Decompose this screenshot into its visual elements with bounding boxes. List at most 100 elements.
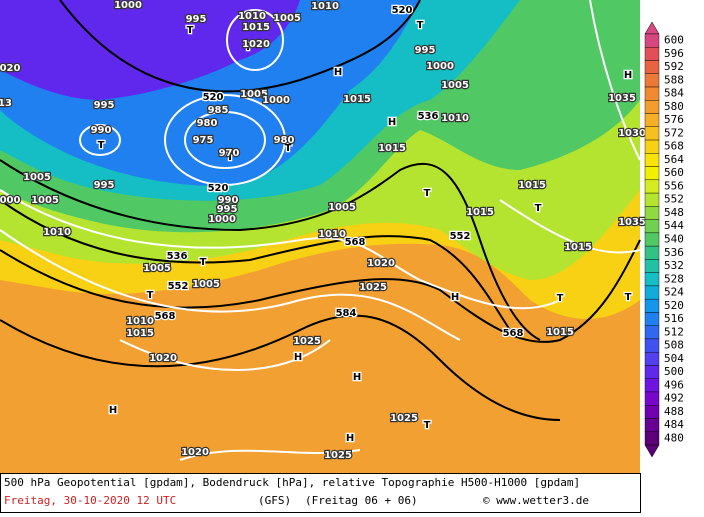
- map-label: T: [227, 152, 234, 163]
- legend-swatch: [644, 86, 660, 101]
- map-label: 584: [336, 308, 357, 319]
- legend-label: 568: [664, 140, 684, 153]
- legend-label: 552: [664, 193, 684, 206]
- legend-swatch: [644, 378, 660, 393]
- footer-title: 500 hPa Geopotential [gpdam], Bodendruck…: [4, 476, 580, 489]
- legend-swatch: [644, 245, 660, 260]
- legend-label: 540: [664, 233, 684, 246]
- map-label: 1015: [378, 143, 406, 154]
- map: [0, 0, 641, 473]
- legend-arrow: [644, 21, 660, 35]
- map-label: 995: [415, 45, 436, 56]
- map-label: T: [424, 420, 431, 431]
- footer-box: [0, 473, 641, 513]
- map-label: 990: [91, 125, 112, 136]
- map-label: 985: [208, 105, 229, 116]
- map-label: 1000: [114, 0, 142, 11]
- map-label: 13: [0, 98, 12, 109]
- map-label: H: [294, 352, 302, 363]
- map-label: 1010: [441, 113, 469, 124]
- map-label: T: [557, 293, 564, 304]
- map-label: 1015: [466, 207, 494, 218]
- map-label: 1015: [343, 94, 371, 105]
- legend-swatch: [644, 113, 660, 128]
- map-label: 568: [503, 328, 524, 339]
- map-label: 1010: [43, 227, 71, 238]
- map-label: H: [353, 372, 361, 383]
- legend-label: 508: [664, 339, 684, 352]
- map-label: T: [285, 143, 292, 154]
- map-label: 1020: [242, 39, 270, 50]
- map-label: 1015: [242, 22, 270, 33]
- map-label: 1015: [564, 242, 592, 253]
- map-label: 995: [186, 14, 207, 25]
- legend-swatch: [644, 431, 660, 446]
- map-label: H: [109, 405, 117, 416]
- legend-swatch: [644, 365, 660, 379]
- map-label: 1035: [618, 217, 646, 228]
- map-label: 520: [203, 92, 224, 103]
- legend-label: 532: [664, 259, 684, 272]
- legend-label: 480: [664, 431, 684, 444]
- legend-label: 560: [664, 166, 684, 179]
- map-label: T: [147, 290, 154, 301]
- legend-label: 556: [664, 179, 684, 192]
- map-label: 995: [217, 204, 238, 215]
- legend-label: 524: [664, 286, 684, 299]
- map-label: 1010: [318, 229, 346, 240]
- legend-label: 600: [664, 34, 684, 47]
- map-label: 995: [94, 100, 115, 111]
- map-label: H: [334, 67, 342, 78]
- legend-label: 536: [664, 246, 684, 259]
- legend-label: 592: [664, 60, 684, 73]
- map-label: H: [624, 70, 632, 81]
- legend-label: 544: [664, 219, 684, 232]
- legend-label: 496: [664, 378, 684, 391]
- legend-swatch: [644, 259, 660, 273]
- footer-model: (GFS): [258, 494, 291, 507]
- map-label: T: [417, 20, 424, 31]
- legend-label: 492: [664, 392, 684, 405]
- map-label: 1000: [262, 95, 290, 106]
- legend-swatch: [644, 219, 660, 234]
- map-label: 1030: [618, 128, 646, 139]
- map-label: 1010: [238, 11, 266, 22]
- map-label: 980: [197, 118, 218, 129]
- map-label: 1005: [441, 80, 469, 91]
- legend-swatch: [644, 206, 660, 220]
- map-label: 1035: [608, 93, 636, 104]
- map-label: 552: [168, 281, 189, 292]
- map-label: 536: [167, 251, 188, 262]
- footer-date: Freitag, 30-10-2020 12 UTC: [4, 494, 176, 507]
- legend-swatch: [644, 47, 660, 61]
- legend-arrow: [644, 444, 660, 458]
- map-label: H: [451, 292, 459, 303]
- legend-swatch: [644, 351, 660, 366]
- map-label: 1005: [31, 195, 59, 206]
- legend-swatch: [644, 338, 660, 353]
- legend-swatch: [644, 391, 660, 406]
- legend-swatch: [644, 100, 660, 114]
- map-label: 536: [418, 111, 439, 122]
- legend-swatch: [644, 192, 660, 207]
- map-label: 1020: [367, 258, 395, 269]
- legend-label: 484: [664, 418, 684, 431]
- legend-label: 588: [664, 73, 684, 86]
- map-label: T: [424, 188, 431, 199]
- legend-swatch: [644, 179, 660, 194]
- map-label: T: [187, 25, 194, 36]
- legend-swatch: [644, 60, 660, 74]
- map-label: 568: [345, 237, 366, 248]
- legend-swatch: [644, 33, 660, 48]
- map-label: 1005: [23, 172, 51, 183]
- map-label: 1015: [518, 180, 546, 191]
- map-label: 970: [219, 148, 240, 159]
- legend-swatch: [644, 285, 660, 300]
- map-label: T: [200, 257, 207, 268]
- legend-label: 516: [664, 312, 684, 325]
- legend-swatch: [644, 298, 660, 313]
- map-label: 1005: [143, 263, 171, 274]
- map-label: 1025: [390, 413, 418, 424]
- legend-label: 528: [664, 272, 684, 285]
